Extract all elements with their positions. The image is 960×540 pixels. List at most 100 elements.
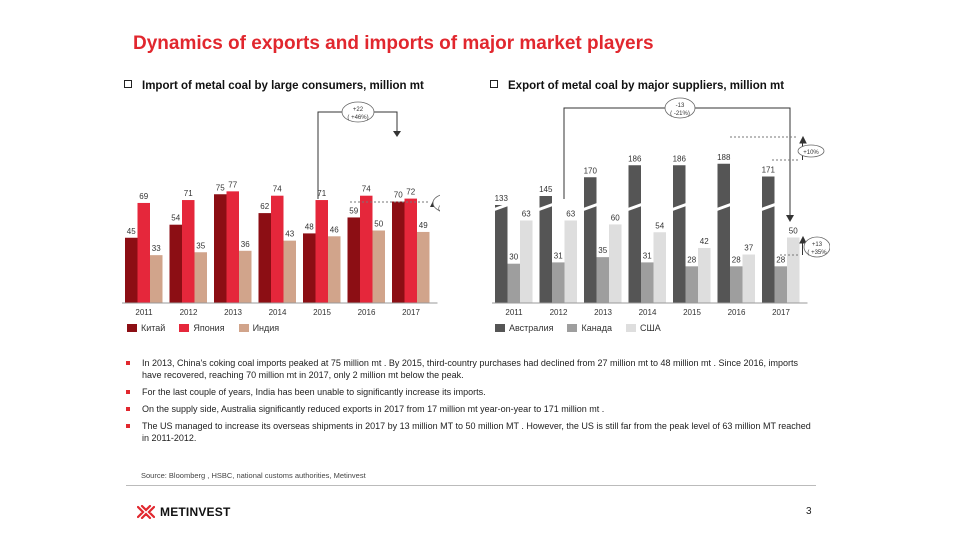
bar <box>315 200 328 303</box>
bar <box>495 205 508 303</box>
legend-item: Япония <box>179 323 225 333</box>
x-tick-label: 2013 <box>224 308 242 317</box>
data-label: 33 <box>152 244 161 253</box>
legend-label: Канада <box>581 323 612 333</box>
bar <box>673 165 686 303</box>
legend-item: Канада <box>567 323 612 333</box>
x-tick-label: 2015 <box>313 308 331 317</box>
x-tick-label: 2011 <box>505 308 523 317</box>
bar <box>539 196 552 303</box>
data-label: 77 <box>228 180 237 189</box>
bar <box>404 198 417 303</box>
data-label: 54 <box>655 221 664 230</box>
bar <box>347 217 360 303</box>
data-label: 63 <box>522 209 531 218</box>
x-tick-label: 2015 <box>683 308 701 317</box>
bar <box>226 191 239 303</box>
annotation-bubble-shape <box>803 236 830 258</box>
export-legend: Австралия Канада США <box>495 323 661 333</box>
data-label: 72 <box>406 188 415 197</box>
data-label: 54 <box>171 214 180 223</box>
data-label: 28 <box>776 255 785 264</box>
data-label: 46 <box>330 225 339 234</box>
checkbox-bullet-icon <box>490 80 498 88</box>
import-chart: 45 69 33 2011 54 71 35 2012 75 77 36 2013 62 74 43 2014… <box>122 101 440 317</box>
export-chart-title: Export of metal coal by major suppliers,… <box>490 80 784 92</box>
bar <box>628 165 641 303</box>
data-label: 28 <box>732 255 741 264</box>
bar <box>283 240 296 303</box>
legend-label: Австралия <box>509 323 554 333</box>
page-title: Dynamics of exports and imports of major… <box>133 33 654 54</box>
bullet-item: In 2013, China's coking coal imports pea… <box>126 357 816 381</box>
legend-label: Китай <box>141 323 166 333</box>
bar <box>150 255 163 303</box>
bracket-line <box>317 111 398 199</box>
data-label: 74 <box>362 185 371 194</box>
bar <box>698 247 711 303</box>
data-label: 74 <box>273 185 282 194</box>
bar <box>762 176 775 303</box>
annotation-bubble-shape <box>341 101 375 123</box>
annotation-text: ( +46%) <box>347 115 368 121</box>
bar <box>214 194 227 303</box>
data-label: 62 <box>260 202 269 211</box>
data-label: 171 <box>762 166 776 175</box>
data-label: 133 <box>495 194 509 203</box>
import-legend: Китай Япония Индия <box>127 323 279 333</box>
checkbox-bullet-icon <box>124 80 132 88</box>
data-label: 49 <box>419 221 428 230</box>
x-tick-label: 2016 <box>358 308 376 317</box>
bar <box>507 263 520 303</box>
annotation-bubble: +2( +5%) <box>432 194 440 212</box>
data-label: 30 <box>509 253 518 262</box>
annotation-text: ( +5%) <box>438 206 440 212</box>
bar <box>596 257 609 303</box>
data-label: 71 <box>184 189 193 198</box>
legend-item: Индия <box>238 323 279 333</box>
export-chart: 133 30 63 2011 145 31 63 2012 170 35 60 2013 186 31 54… <box>492 97 830 317</box>
bar <box>182 200 195 303</box>
x-tick-label: 2014 <box>639 308 657 317</box>
legend-label: Япония <box>193 323 225 333</box>
legend-item: Австралия <box>495 323 553 333</box>
annotation-text: +10% <box>803 150 819 156</box>
data-label: 31 <box>643 251 652 260</box>
bar <box>271 195 284 303</box>
x-tick-label: 2017 <box>402 308 420 317</box>
annotation-text: -13 <box>676 103 685 109</box>
logo-text: METINVEST <box>160 505 231 519</box>
bar <box>774 266 787 303</box>
data-label: 35 <box>196 241 205 250</box>
bar <box>372 230 385 303</box>
company-logo: METINVEST <box>137 505 230 519</box>
arrowhead-icon <box>799 235 807 255</box>
x-tick-label: 2016 <box>728 308 746 317</box>
legend-item: Китай <box>127 323 165 333</box>
data-label: 42 <box>700 237 709 246</box>
x-tick-label: 2011 <box>135 308 153 317</box>
data-label: 43 <box>285 230 294 239</box>
bar <box>125 237 138 303</box>
axis-break-mark <box>492 202 511 212</box>
legend-swatch-india <box>238 324 249 332</box>
annotation-bubble-shape <box>664 97 696 119</box>
annotation-text: +13 <box>812 242 823 248</box>
data-label: 71 <box>317 189 326 198</box>
metinvest-logo-icon <box>137 505 155 519</box>
annotation-text: +22 <box>353 107 364 113</box>
annotation-bubble: +22 ( +46%) <box>341 101 375 123</box>
data-label: 186 <box>673 154 687 163</box>
bullet-list: In 2013, China's coking coal imports pea… <box>126 357 816 449</box>
data-label: 188 <box>717 153 731 162</box>
data-label: 75 <box>216 183 225 192</box>
annotation-text: ( -21%) <box>670 111 690 117</box>
bullet-item: The US managed to increase its overseas … <box>126 420 816 444</box>
bar <box>564 220 577 303</box>
bar <box>730 266 743 303</box>
legend-swatch-canada <box>567 324 578 332</box>
annotation-bubble-shape <box>432 194 440 212</box>
bullet-item: For the last couple of years, India has … <box>126 386 816 398</box>
annotation-bubble: +10% <box>797 144 825 158</box>
legend-swatch-japan <box>179 324 190 332</box>
